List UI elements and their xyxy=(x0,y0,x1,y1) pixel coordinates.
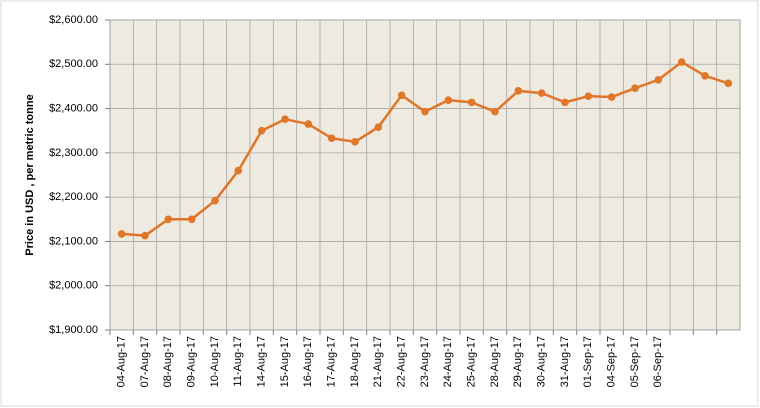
x-tick-label: 18-Aug-17 xyxy=(349,336,361,387)
data-point xyxy=(561,98,569,107)
x-tick-label: 28-Aug-17 xyxy=(489,336,501,387)
data-point xyxy=(327,134,336,143)
x-tick-label: 31-Aug-17 xyxy=(559,336,571,387)
data-point xyxy=(514,87,523,95)
y-tick-label: $2,400.00 xyxy=(49,102,98,114)
x-tick-label: 09-Aug-17 xyxy=(186,336,198,387)
data-point xyxy=(584,92,593,100)
data-point xyxy=(257,126,266,135)
x-tick-label: 07-Aug-17 xyxy=(139,336,151,387)
data-point xyxy=(234,166,243,175)
data-point xyxy=(141,231,149,240)
x-tick-label: 06-Sep-17 xyxy=(652,336,664,387)
x-tick-label: 01-Sep-17 xyxy=(582,336,594,387)
x-tick-label: 04-Aug-17 xyxy=(116,336,128,387)
y-tick-label: $1,900.00 xyxy=(49,324,98,336)
data-point xyxy=(444,96,453,104)
y-tick-label: $2,000.00 xyxy=(49,280,98,292)
x-tick-label: 05-Sep-17 xyxy=(629,336,641,387)
data-point xyxy=(117,230,126,238)
data-point xyxy=(421,107,429,116)
data-point xyxy=(304,120,313,128)
x-tick-label: 21-Aug-17 xyxy=(372,336,384,387)
x-tick-label: 22-Aug-17 xyxy=(396,336,408,387)
data-point xyxy=(491,107,499,116)
y-tick-label: $2,500.00 xyxy=(49,58,98,70)
x-tick-label: 25-Aug-17 xyxy=(466,336,478,387)
x-tick-label: 08-Aug-17 xyxy=(162,336,174,387)
y-tick-label: $2,100.00 xyxy=(49,235,98,247)
data-point xyxy=(281,115,289,123)
x-tick-label: 17-Aug-17 xyxy=(326,336,338,387)
data-point xyxy=(397,91,406,100)
data-point xyxy=(164,215,173,224)
y-tick-label: $2,300.00 xyxy=(49,147,98,159)
data-point xyxy=(537,89,546,97)
data-point xyxy=(701,72,709,80)
x-tick-label: 30-Aug-17 xyxy=(536,336,548,387)
data-point xyxy=(374,123,383,131)
x-tick-label: 14-Aug-17 xyxy=(256,336,268,387)
x-tick-label: 29-Aug-17 xyxy=(512,336,524,387)
y-tick-label: $2,200.00 xyxy=(49,191,98,203)
x-tick-label: 24-Aug-17 xyxy=(442,336,454,387)
x-tick-label: 15-Aug-17 xyxy=(279,336,291,387)
data-point xyxy=(677,58,686,66)
data-point xyxy=(211,196,219,205)
x-tick-label: 04-Sep-17 xyxy=(606,336,618,387)
y-axis-title: Price in USD , per metric tonne xyxy=(24,94,36,255)
x-tick-label: 23-Aug-17 xyxy=(419,336,431,387)
x-tick-label: 16-Aug-17 xyxy=(302,336,314,387)
data-point xyxy=(607,93,616,101)
data-point xyxy=(654,75,663,84)
x-tick-label: 11-Aug-17 xyxy=(232,336,244,387)
data-point xyxy=(467,98,476,107)
x-tick-label: 10-Aug-17 xyxy=(209,336,221,387)
data-point xyxy=(187,215,196,224)
plot-area xyxy=(109,19,741,331)
data-point xyxy=(631,84,639,92)
data-point xyxy=(351,137,359,146)
data-point xyxy=(724,79,733,88)
y-tick-label: $2,600.00 xyxy=(49,14,98,26)
